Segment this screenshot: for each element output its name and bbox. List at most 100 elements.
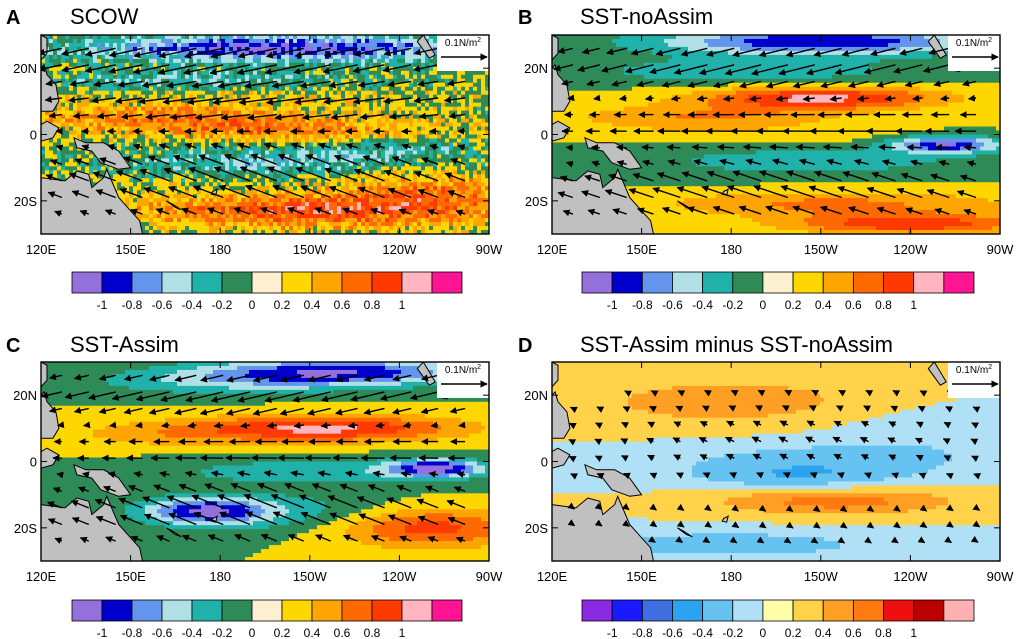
field-cell	[97, 46, 102, 52]
field-cell	[229, 54, 234, 60]
field-cell	[201, 38, 206, 44]
field-cell	[129, 102, 134, 108]
field-cell	[473, 138, 478, 144]
field-cell	[425, 130, 430, 136]
field-cell	[181, 142, 186, 148]
field-cell	[105, 86, 110, 92]
field-cell	[369, 178, 374, 183]
field-cell	[193, 126, 198, 132]
field-cell	[93, 162, 98, 167]
field-cell	[433, 86, 438, 92]
field-cell	[469, 106, 474, 112]
field-cell	[189, 114, 194, 120]
field-cell	[357, 178, 362, 183]
field-cell	[477, 182, 482, 187]
field-cell	[177, 146, 182, 152]
field-cell	[337, 198, 342, 203]
field-cell	[209, 58, 214, 64]
field-cell	[349, 98, 354, 104]
field-cell	[213, 146, 218, 152]
field-cell	[261, 202, 266, 207]
field-cell	[317, 166, 322, 171]
field-cell	[473, 78, 478, 84]
field-cell	[277, 166, 282, 171]
field-cell	[113, 110, 118, 116]
field-cell	[305, 178, 310, 183]
field-cell	[321, 122, 326, 128]
field-cell	[453, 74, 458, 80]
field-cell	[405, 78, 410, 84]
field-cell	[385, 102, 390, 108]
field-cell	[109, 38, 114, 44]
field-cell	[333, 122, 338, 128]
field-cell	[397, 66, 402, 72]
field-cell	[241, 118, 246, 124]
field-cell	[249, 166, 254, 171]
field-cell	[313, 90, 318, 96]
field-cell	[153, 210, 158, 215]
field-cell	[417, 78, 422, 84]
field-cell	[409, 50, 414, 56]
field-cell	[145, 58, 150, 64]
field-cell	[205, 170, 210, 175]
field-cell	[193, 86, 198, 92]
field-cell	[41, 114, 46, 120]
field-cell	[321, 146, 326, 152]
field-cell	[405, 138, 410, 144]
field-cell	[269, 35, 274, 40]
field-cell	[409, 182, 414, 187]
field-cell	[361, 102, 366, 108]
field-cell	[109, 166, 114, 171]
field-cell	[433, 70, 438, 76]
field-cell	[437, 106, 442, 112]
field-cell	[333, 70, 338, 76]
field-cell	[373, 78, 378, 84]
field-cell	[437, 122, 442, 128]
field-cell	[249, 126, 254, 132]
field-cell	[77, 70, 82, 76]
field-cell	[229, 94, 234, 100]
field-cell	[285, 142, 290, 148]
field-cell	[149, 94, 154, 100]
field-cell	[129, 74, 134, 80]
field-cell	[293, 62, 298, 68]
field-cell	[401, 170, 406, 175]
field-cell	[401, 110, 406, 116]
field-cell	[481, 138, 486, 144]
field-cell	[197, 174, 202, 179]
field-cell	[281, 58, 286, 64]
field-cell	[181, 106, 186, 112]
field-cell	[405, 122, 410, 128]
field-cell	[269, 186, 274, 191]
field-cell	[257, 174, 262, 179]
field-cell	[445, 118, 450, 124]
field-cell	[405, 150, 410, 155]
field-cell	[405, 94, 410, 100]
field-cell	[265, 86, 270, 92]
field-cell	[337, 110, 342, 116]
field-cell	[305, 162, 310, 167]
field-cell	[201, 118, 206, 124]
field-cell	[217, 38, 222, 44]
field-cell	[169, 206, 174, 211]
field-cell	[333, 138, 338, 144]
field-cell	[209, 126, 214, 132]
field-cell	[245, 130, 250, 136]
field-cell	[85, 86, 90, 92]
field-cell	[193, 122, 198, 128]
field-cell	[461, 98, 466, 104]
field-cell	[149, 174, 154, 179]
field-cell	[189, 178, 194, 183]
field-cell	[297, 174, 302, 179]
field-cell	[325, 174, 330, 179]
field-cell	[273, 198, 278, 203]
field-cell	[473, 182, 478, 187]
field-cell	[277, 130, 282, 136]
field-cell	[125, 170, 130, 175]
field-cell	[125, 46, 130, 52]
field-cell	[149, 166, 154, 171]
field-cell	[233, 194, 238, 199]
field-cell	[485, 202, 489, 207]
field-cell	[261, 54, 266, 60]
field-cell	[429, 150, 434, 155]
